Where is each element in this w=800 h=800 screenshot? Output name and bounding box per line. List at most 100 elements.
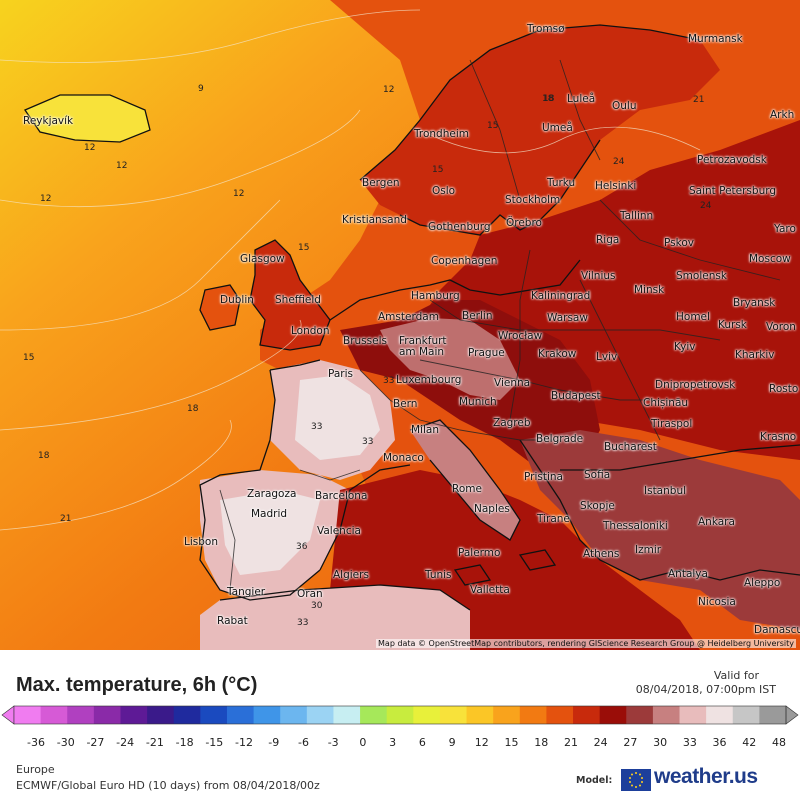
region-label: Europe — [16, 763, 55, 776]
scale-tick-label: -3 — [327, 736, 339, 749]
city-label-helsinki: Helsinki — [595, 180, 637, 192]
city-label-zagreb: Zagreb — [493, 417, 531, 429]
city-label-arkh: Arkh — [770, 109, 795, 121]
city-label-moscow: Moscow — [749, 253, 791, 265]
isotherm-label: 18 — [38, 451, 50, 461]
scale-swatch — [466, 706, 494, 724]
isotherm-label: 12 — [84, 143, 96, 153]
city-label-lisbon: Lisbon — [184, 536, 218, 548]
city-label-valencia: Valencia — [317, 525, 361, 537]
city-label-copenhagen: Copenhagen — [431, 255, 498, 267]
isotherm-label: 33 — [362, 437, 374, 447]
isotherm-label: 33 — [383, 376, 395, 386]
city-label-lulea: Luleå — [567, 93, 596, 105]
city-label-turku: Turku — [547, 177, 576, 189]
coastlines — [24, 24, 800, 611]
north-africa — [200, 585, 470, 650]
scale-tick-label: -27 — [86, 736, 105, 749]
city-label-naples: Naples — [474, 503, 510, 515]
scale-tick-label: -6 — [297, 736, 309, 749]
scale-tick-label: 21 — [563, 736, 578, 749]
isotherm-label: 12 — [40, 194, 52, 204]
isotherm-label: 18 — [187, 404, 199, 414]
city-label-algiers: Algiers — [333, 569, 369, 581]
isotherm-label: 15 — [298, 243, 310, 253]
city-label-tallinn: Tallinn — [620, 210, 654, 222]
scale-swatch — [280, 706, 308, 724]
model-label: Model: — [576, 775, 613, 786]
scale-swatch — [253, 706, 281, 724]
isotherm-label: 12 — [233, 189, 245, 199]
city-label-brussels: Brussels — [343, 335, 387, 347]
scale-swatch — [439, 706, 468, 724]
model-run-label: ECMWF/Global Euro HD (10 days) from 08/0… — [16, 779, 320, 792]
scale-swatch — [573, 706, 601, 724]
scale-tick-label: 15 — [504, 736, 519, 749]
city-label-dnipropetrovsk: Dnipropetrovsk — [655, 379, 736, 391]
isotherm-label: 15 — [432, 165, 444, 175]
city-label-vilnius: Vilnius — [581, 270, 616, 282]
isotherm-label: 36 — [296, 542, 308, 552]
weather-us-logo[interactable]: weather.us — [654, 765, 758, 788]
scale-tick-label: 9 — [448, 736, 456, 749]
scale-swatch — [360, 706, 388, 724]
city-label-murmansk: Murmansk — [688, 33, 743, 45]
isotherm-label: 12 — [383, 85, 395, 95]
city-label-bryansk: Bryansk — [733, 297, 776, 309]
scale-tick-label: 36 — [712, 736, 727, 749]
city-label-warsaw: Warsaw — [547, 312, 588, 324]
city-label-minsk: Minsk — [634, 284, 665, 296]
scale-swatch — [120, 706, 148, 724]
city-label-stockholm: Stockholm — [505, 194, 561, 206]
scale-tick-label: 0 — [359, 736, 367, 749]
scale-tick-label: 6 — [418, 736, 426, 749]
city-label-pristina: Pristina — [524, 471, 563, 483]
scale-swatch — [493, 706, 521, 724]
city-label-tromso: Tromsø — [527, 23, 565, 35]
scale-swatch — [626, 706, 654, 724]
italy — [410, 420, 520, 540]
city-label-paris: Paris — [328, 368, 353, 380]
city-label-gothenburg: Gothenburg — [428, 221, 491, 233]
city-label-ankara: Ankara — [698, 516, 735, 528]
city-label-reykjavik: Reykjavík — [23, 115, 74, 127]
city-label-tunis: Tunis — [425, 569, 452, 581]
city-label-lviv: Lviv — [596, 351, 618, 363]
city-label-izmir: Izmir — [635, 544, 662, 556]
city-label-wroclaw: Wrocław — [498, 330, 543, 342]
scale-swatch — [67, 706, 95, 724]
scale-tick-label: 30 — [653, 736, 668, 749]
city-label-orebro: Örebro — [506, 217, 542, 229]
map-attribution: Map data © OpenStreetMap contributors, r… — [376, 639, 796, 648]
city-label-trondheim: Trondheim — [414, 128, 469, 140]
city-label-glasgow: Glasgow — [240, 253, 285, 265]
city-label-krakow: Krakow — [538, 348, 577, 360]
eu-flag-icon — [621, 769, 651, 791]
city-label-riga: Riga — [596, 234, 620, 246]
scale-swatch — [413, 706, 441, 724]
scale-swatch — [200, 706, 228, 724]
scale-swatch — [706, 706, 734, 724]
france-core — [295, 375, 380, 460]
iberia-core — [220, 490, 320, 575]
scale-tick-label: 42 — [742, 736, 757, 749]
scale-swatch — [732, 706, 760, 724]
scale-tick-label: -30 — [56, 736, 75, 749]
city-label-monaco: Monaco — [383, 452, 424, 464]
city-label-oran: Oran — [297, 588, 323, 600]
city-label-kristiansand: Kristiansand — [342, 214, 407, 226]
scale-tick-label: 18 — [534, 736, 549, 749]
city-label-frankfurt: Frankfurt am Main — [399, 335, 447, 358]
temperature-map[interactable]: Tromsø Murmansk Reykjavík Luleå Oulu Ark… — [0, 0, 800, 650]
city-label-amsterdam: Amsterdam — [378, 311, 439, 323]
scale-tick-label: 12 — [474, 736, 489, 749]
scandinavia — [360, 25, 720, 235]
city-label-milan: Milan — [411, 424, 439, 436]
isotherm-label: 9 — [198, 84, 204, 94]
scale-tick-label: -36 — [27, 736, 45, 749]
city-label-budapest: Budapest — [551, 390, 601, 402]
city-label-thessaloniki: Thessaloniki — [603, 520, 668, 532]
iceland — [25, 95, 150, 142]
valid-datetime: 08/04/2018, 07:00pm IST — [635, 683, 776, 696]
isotherm-label: 15 — [23, 353, 35, 363]
